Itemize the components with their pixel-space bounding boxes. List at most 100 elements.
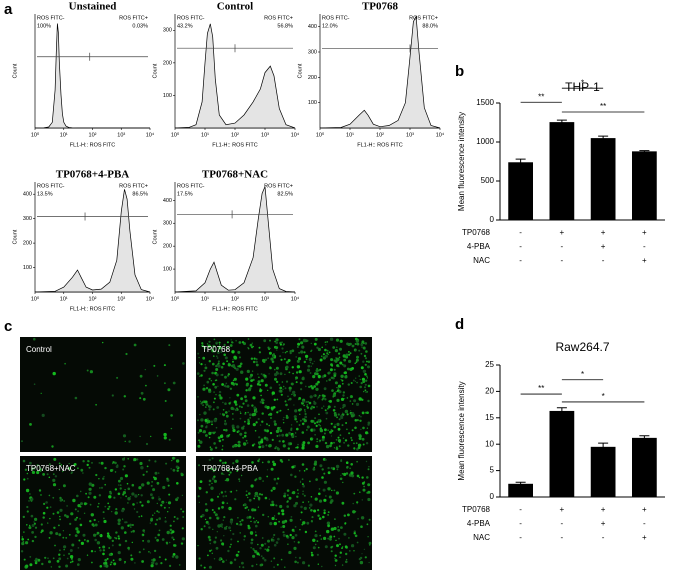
y-axis-label: Count	[152, 229, 158, 244]
cell	[328, 400, 330, 402]
cell	[215, 343, 218, 345]
cell	[181, 527, 184, 530]
cell	[220, 472, 224, 475]
cell	[302, 521, 306, 525]
cell	[206, 418, 209, 421]
x-tick-label: 10¹	[60, 296, 68, 302]
cell	[320, 427, 322, 430]
cell	[345, 422, 348, 424]
cell	[202, 430, 206, 434]
cell	[98, 478, 100, 480]
cell	[59, 508, 63, 512]
cell	[224, 420, 227, 422]
cell	[155, 562, 158, 566]
cell	[345, 461, 349, 465]
cell	[303, 506, 307, 510]
cell	[257, 373, 259, 375]
cell	[124, 489, 126, 491]
cell	[263, 558, 267, 562]
cell	[301, 443, 305, 447]
cell	[261, 537, 264, 539]
chart-title: Raw264.7	[555, 340, 609, 354]
cell	[218, 341, 221, 344]
cell	[362, 346, 366, 350]
cell	[284, 351, 287, 354]
cell	[211, 477, 215, 481]
cell	[250, 538, 254, 542]
cell	[344, 545, 348, 548]
cell	[289, 518, 293, 522]
condition-name: 4-PBA	[467, 519, 491, 528]
y-tick-label: 500	[481, 176, 495, 185]
cell	[221, 383, 225, 386]
histogram-area	[319, 15, 441, 129]
cell	[276, 367, 278, 369]
cell	[98, 462, 101, 464]
cell	[160, 562, 163, 565]
cell	[346, 397, 349, 399]
cell	[207, 344, 211, 348]
cell	[198, 487, 202, 490]
cell	[324, 348, 327, 352]
cell	[253, 508, 257, 512]
cell	[311, 553, 314, 557]
cell	[210, 448, 213, 451]
cell	[307, 364, 311, 368]
cell	[334, 518, 336, 520]
cell	[305, 358, 308, 361]
cell	[282, 444, 286, 448]
cell	[20, 550, 24, 553]
error-bar	[598, 442, 609, 451]
cell	[46, 506, 49, 509]
condition-name: TP0768	[462, 505, 491, 514]
cell	[244, 411, 247, 414]
cell	[52, 557, 55, 560]
cell	[343, 514, 346, 517]
cell	[268, 413, 270, 416]
cell	[323, 374, 327, 378]
cell	[319, 428, 324, 433]
cell	[259, 400, 263, 404]
condition-mark: +	[601, 242, 606, 251]
cell	[257, 496, 261, 500]
cell	[218, 439, 222, 443]
cell	[305, 385, 307, 388]
cell	[313, 394, 316, 397]
cell	[214, 536, 217, 539]
cell	[104, 466, 107, 470]
cell	[355, 442, 358, 445]
cell	[306, 521, 310, 525]
bar	[508, 162, 533, 220]
cell	[247, 496, 249, 499]
cell	[162, 485, 166, 490]
cell	[203, 369, 206, 372]
cell	[141, 483, 145, 487]
cell	[34, 517, 38, 522]
cell	[178, 564, 181, 566]
cell	[343, 364, 347, 368]
cell	[224, 375, 227, 379]
condition-mark: +	[642, 228, 647, 237]
cell	[345, 472, 349, 475]
cell	[146, 500, 150, 504]
y-tick-label: 100	[308, 100, 317, 106]
cell	[333, 526, 337, 531]
y-tick-label: 300	[308, 49, 317, 55]
cell	[292, 372, 294, 375]
cell	[74, 534, 78, 537]
cell	[146, 465, 149, 468]
cell	[234, 408, 238, 412]
cell	[255, 491, 258, 495]
cell	[52, 478, 56, 482]
cell	[251, 342, 253, 344]
cell	[356, 447, 359, 451]
cell	[340, 526, 343, 529]
cell	[235, 340, 237, 342]
cell	[264, 430, 267, 432]
cell	[339, 407, 342, 410]
cell	[211, 549, 213, 551]
cell	[62, 484, 66, 488]
cell	[44, 556, 47, 559]
cell	[254, 479, 257, 482]
